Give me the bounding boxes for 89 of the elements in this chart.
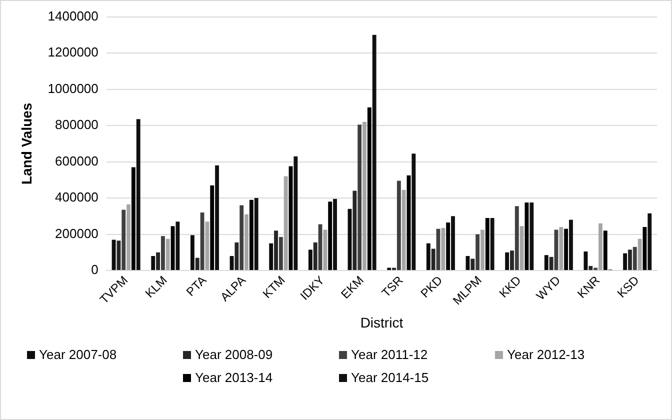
bar xyxy=(426,243,430,270)
legend-label: Year 2008-09 xyxy=(195,347,273,362)
bar xyxy=(372,34,376,270)
bar xyxy=(269,243,274,270)
bar xyxy=(352,190,357,270)
bar xyxy=(642,227,647,270)
bar xyxy=(392,268,396,270)
bar xyxy=(485,218,490,270)
legend-label: Year 2014-15 xyxy=(351,370,429,385)
bar xyxy=(151,256,156,270)
bar xyxy=(402,190,406,270)
bar xyxy=(632,246,637,270)
bar xyxy=(358,124,362,270)
bar xyxy=(470,258,475,270)
x-axis-title: District xyxy=(360,314,404,330)
bar xyxy=(396,180,401,270)
bar xyxy=(205,222,210,270)
bar xyxy=(638,238,642,270)
bar xyxy=(308,250,312,270)
bar xyxy=(160,236,165,270)
y-tick-label: 600000 xyxy=(55,153,98,168)
bar xyxy=(510,250,514,270)
bar xyxy=(210,185,214,270)
bar xyxy=(648,213,652,270)
bar xyxy=(328,202,332,270)
bar xyxy=(131,167,136,270)
bar xyxy=(412,154,416,270)
bar xyxy=(274,230,278,270)
bar xyxy=(116,240,121,270)
bar xyxy=(544,255,548,270)
y-tick-label: 1400000 xyxy=(48,8,98,24)
bar xyxy=(294,156,298,270)
bar xyxy=(240,205,244,270)
bar xyxy=(126,204,130,270)
bar xyxy=(166,238,170,270)
bar xyxy=(514,206,519,270)
bar xyxy=(530,202,534,270)
bar xyxy=(520,226,524,270)
legend-label: Year 2013-14 xyxy=(195,370,273,385)
y-tick-label: 800000 xyxy=(55,117,98,132)
bar xyxy=(323,230,328,270)
y-tick-label: 400000 xyxy=(55,190,98,205)
bar xyxy=(254,198,258,270)
bar xyxy=(446,222,450,270)
bar xyxy=(603,230,608,270)
bar xyxy=(588,266,593,270)
y-tick-label: 1000000 xyxy=(48,80,98,96)
bar xyxy=(249,200,254,270)
bar xyxy=(234,242,239,270)
y-tick-label: 0 xyxy=(91,262,98,278)
bar xyxy=(431,248,436,270)
bar xyxy=(313,242,318,270)
bar xyxy=(367,107,372,270)
x-tick-label: TSR xyxy=(378,272,406,300)
bar xyxy=(564,228,568,270)
bar xyxy=(594,268,598,270)
bar xyxy=(505,252,510,270)
bar xyxy=(490,218,494,270)
bar xyxy=(441,228,446,270)
bar xyxy=(480,230,484,270)
bar xyxy=(215,165,219,270)
bar xyxy=(284,176,288,270)
bar xyxy=(387,268,392,270)
bar xyxy=(623,253,628,270)
bar xyxy=(195,258,200,270)
y-tick-label: 1200000 xyxy=(48,44,98,60)
bar xyxy=(569,220,573,270)
bar xyxy=(112,240,116,270)
bar xyxy=(476,234,480,270)
legend-label: Year 2007-08 xyxy=(39,347,117,362)
bar xyxy=(156,252,160,270)
bar xyxy=(244,214,248,270)
bar xyxy=(549,256,554,270)
bar xyxy=(176,222,180,270)
x-tick-label: PTA xyxy=(183,273,210,299)
bar xyxy=(451,216,455,270)
bar xyxy=(598,223,602,270)
bar xyxy=(136,119,140,270)
bar xyxy=(190,235,194,270)
y-tick-label: 200000 xyxy=(55,226,98,241)
bar xyxy=(362,122,366,270)
y-axis-title: Land Values xyxy=(18,102,34,185)
bar xyxy=(278,236,283,270)
bar xyxy=(333,198,337,270)
legend-label: Year 2011-12 xyxy=(351,347,428,362)
legend-label: Year 2012-13 xyxy=(507,347,585,362)
bar xyxy=(559,227,564,270)
bar xyxy=(122,210,126,270)
bar xyxy=(628,250,632,270)
